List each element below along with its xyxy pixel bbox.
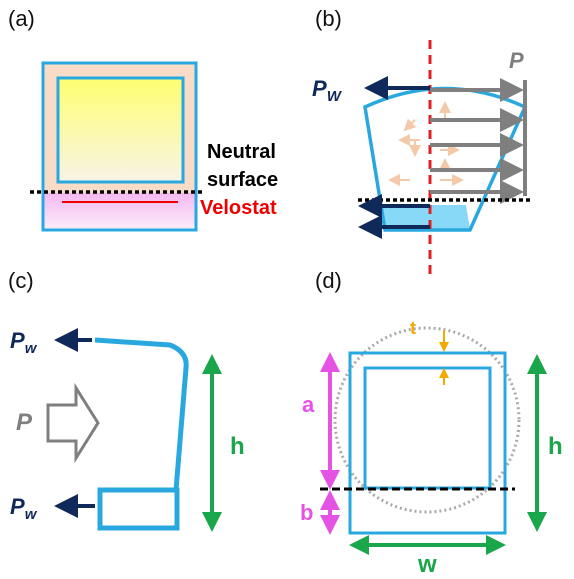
panel-label: (c) bbox=[8, 268, 34, 293]
panel-label: (b) bbox=[315, 6, 342, 31]
wall-force-label: Pw bbox=[10, 328, 38, 357]
symbol: P bbox=[312, 76, 327, 101]
subscript: w bbox=[25, 506, 38, 523]
symbol: P bbox=[10, 328, 25, 353]
pressure-label: P bbox=[509, 48, 524, 73]
panel-d: (d) t a b h w bbox=[300, 268, 563, 578]
panel-a: (a) Neutral surface Velostat bbox=[8, 6, 278, 230]
height-label: h bbox=[548, 433, 563, 460]
symbol: P bbox=[10, 494, 25, 519]
pressure-label: P bbox=[16, 409, 33, 436]
velostat-text: Velostat bbox=[200, 197, 277, 219]
pressure-arrow bbox=[48, 388, 98, 458]
width-label: w bbox=[417, 551, 437, 578]
panel-c: (c) Pw Pw P h bbox=[8, 268, 245, 528]
subscript: W bbox=[327, 88, 343, 105]
figure: (a) Neutral surface Velostat (b) P PW bbox=[0, 0, 574, 579]
inner-square bbox=[365, 368, 490, 488]
wall-force-label: PW bbox=[312, 76, 343, 105]
subscript: w bbox=[25, 340, 38, 357]
wall-force-label: Pw bbox=[10, 494, 38, 523]
inner-square bbox=[58, 78, 183, 182]
a-label: a bbox=[302, 392, 315, 417]
panel-label: (d) bbox=[315, 268, 342, 293]
velostat-box bbox=[100, 490, 177, 528]
panel-label: (a) bbox=[8, 6, 35, 31]
height-label: h bbox=[230, 433, 245, 460]
b-label: b bbox=[300, 500, 313, 525]
neutral-text: Neutral bbox=[207, 141, 276, 163]
outer-bottom bbox=[43, 193, 196, 230]
panel-b: (b) P PW bbox=[312, 6, 532, 275]
thickness-label: t bbox=[410, 318, 416, 338]
outer-frame bbox=[350, 353, 505, 533]
deformed-wall bbox=[95, 340, 186, 490]
pressure-arrows bbox=[430, 90, 520, 192]
neutral-text: surface bbox=[207, 169, 278, 191]
